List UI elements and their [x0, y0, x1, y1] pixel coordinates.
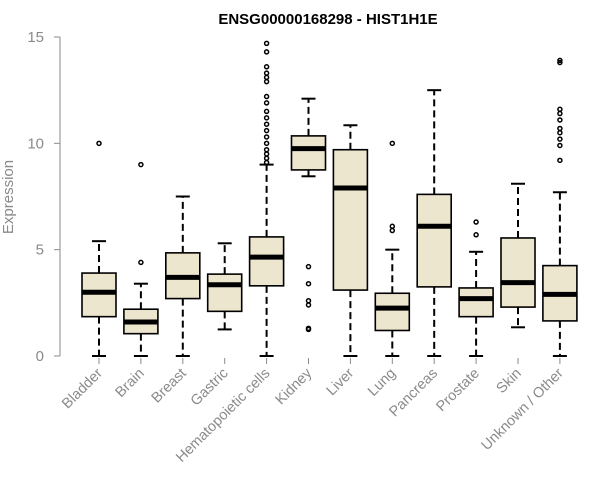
- outlier-point: [138, 259, 144, 266]
- y-tick-label: 10: [27, 135, 44, 152]
- outlier-point: [305, 297, 312, 304]
- iqr-box: [458, 287, 494, 318]
- outlier-point: [557, 142, 563, 149]
- outlier-point: [263, 64, 270, 70]
- outlier-point: [263, 74, 270, 81]
- outlier-point: [263, 49, 270, 55]
- category-label: Liver: [324, 365, 358, 399]
- outlier-point: [263, 93, 270, 100]
- y-axis: 0 5 10 15: [27, 29, 61, 365]
- outlier-point: [557, 129, 563, 136]
- outlier-point: [263, 78, 270, 85]
- box-5: [290, 97, 327, 333]
- box-9: [458, 219, 494, 357]
- category-label: Kidney: [273, 365, 316, 408]
- outlier-point: [389, 140, 396, 147]
- box-6: [332, 124, 369, 357]
- y-tick-label: 0: [36, 348, 44, 365]
- y-axis-label: Expression: [0, 160, 17, 234]
- outlier-point: [557, 117, 563, 123]
- category-label: Prostate: [433, 366, 482, 415]
- iqr-box: [374, 292, 411, 332]
- outlier-point: [557, 110, 563, 117]
- outlier-point: [263, 40, 270, 47]
- box-11: [542, 57, 578, 357]
- iqr-box: [500, 237, 536, 308]
- outlier-point: [263, 155, 270, 161]
- plot-area: [81, 40, 578, 357]
- box-0: [81, 140, 117, 357]
- category-label: Brain: [112, 366, 147, 401]
- category-label: Lung: [365, 366, 399, 400]
- outlier-point: [263, 100, 270, 106]
- box-3: [206, 242, 243, 331]
- box-2: [165, 195, 201, 357]
- category-label: Breast: [149, 366, 190, 407]
- outlier-point: [138, 161, 144, 168]
- outlier-point: [305, 325, 312, 332]
- outlier-point: [557, 57, 563, 64]
- category-label: Bladder: [59, 365, 106, 412]
- y-tick-label: 15: [27, 29, 44, 46]
- box-8: [416, 89, 453, 357]
- outlier-point: [96, 140, 102, 147]
- iqr-box: [81, 272, 117, 318]
- outlier-point: [263, 70, 270, 76]
- outlier-point: [305, 280, 312, 287]
- box-10: [500, 182, 536, 329]
- iqr-box: [416, 193, 453, 288]
- outlier-point: [557, 136, 563, 142]
- outlier-point: [263, 146, 270, 153]
- outlier-point: [263, 151, 270, 157]
- outlier-point: [473, 219, 479, 225]
- iqr-box: [248, 236, 285, 287]
- outlier-point: [557, 106, 563, 113]
- category-label: Skin: [494, 366, 525, 397]
- outlier-point: [389, 227, 396, 234]
- outlier-point: [263, 108, 270, 115]
- outlier-point: [263, 121, 270, 127]
- outlier-point: [389, 223, 396, 230]
- outlier-point: [263, 115, 270, 121]
- iqr-box: [206, 273, 243, 313]
- box-4: [248, 40, 285, 357]
- outlier-point: [557, 157, 563, 164]
- outlier-point: [263, 140, 270, 147]
- y-tick-label: 5: [36, 242, 44, 259]
- outlier-point: [263, 159, 270, 166]
- outlier-point: [305, 263, 312, 270]
- outlier-point: [557, 125, 563, 132]
- iqr-box: [290, 135, 327, 171]
- outlier-point: [473, 232, 479, 238]
- chart-title: ENSG00000168298 - HIST1H1E: [218, 11, 437, 28]
- outlier-point: [263, 127, 270, 134]
- outlier-point: [557, 59, 563, 66]
- box-1: [123, 161, 159, 357]
- iqr-box: [332, 148, 369, 291]
- outlier-point: [263, 134, 270, 140]
- box-7: [374, 140, 411, 357]
- outlier-point: [305, 302, 312, 308]
